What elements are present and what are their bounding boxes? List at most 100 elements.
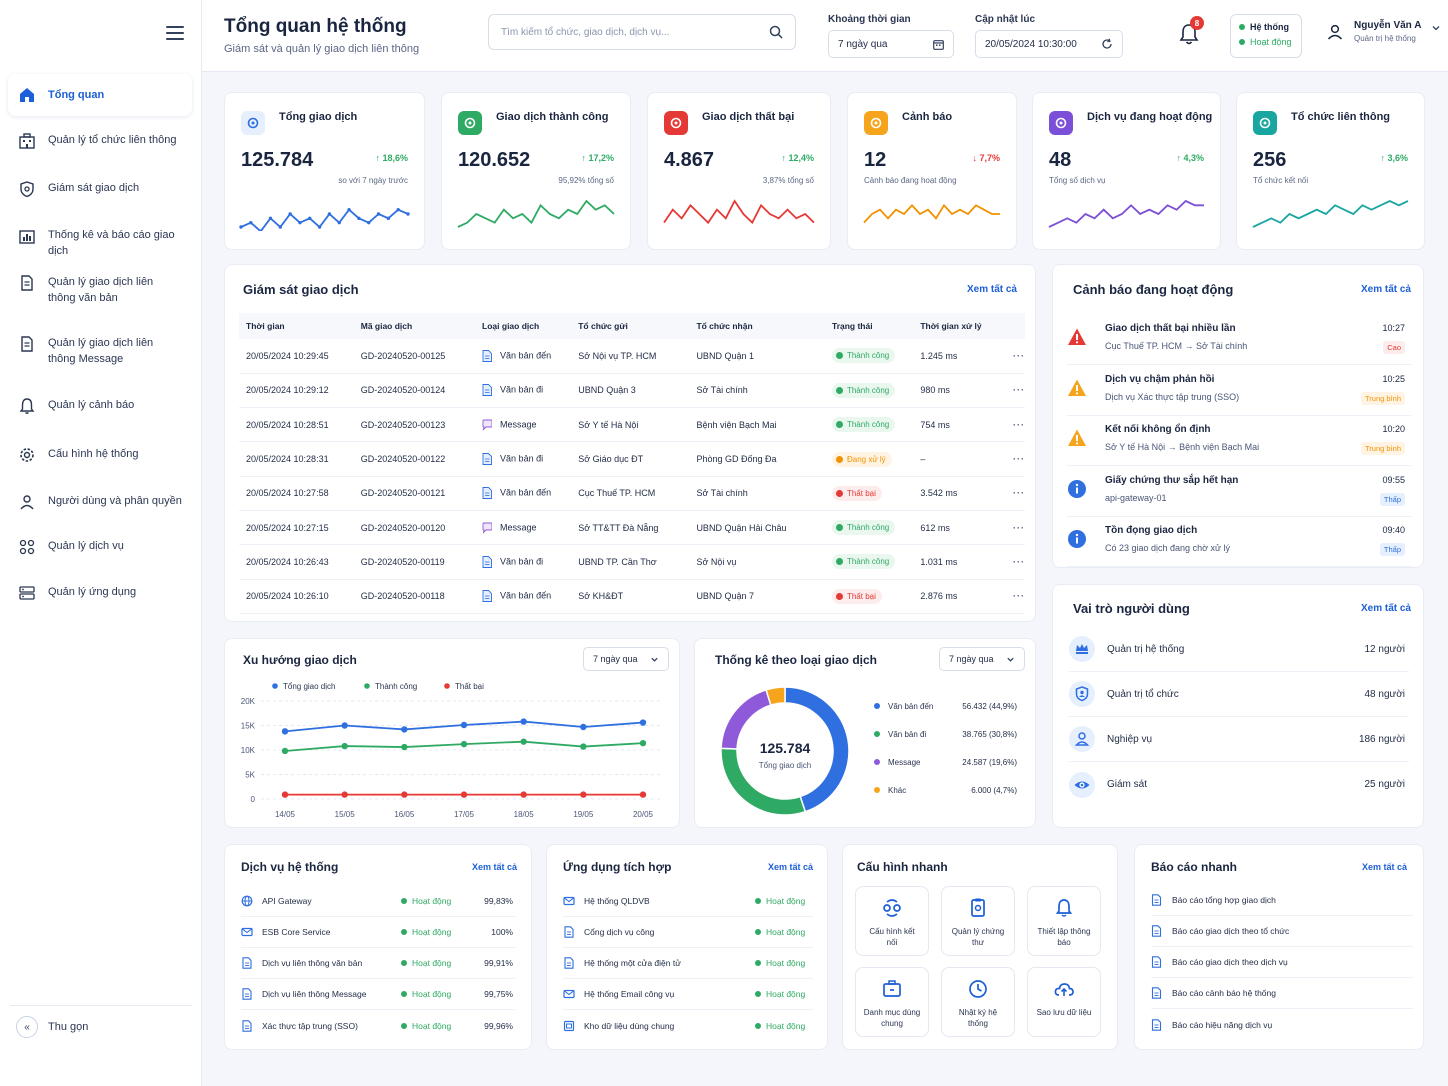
role-row[interactable]: Giám sát 25 người [1069,762,1409,807]
alert-item[interactable]: Dịch vụ chậm phản hồi Dịch vụ Xác thực tậ… [1067,366,1411,416]
alert-item[interactable]: Tồn đọng giao dịch Có 23 giao dịch đang c… [1067,517,1411,568]
refresh-icon[interactable] [1101,38,1113,50]
sidebar-item-8[interactable]: Người dùng và phân quyền [8,491,192,511]
kpi-card-4[interactable]: Dịch vụ đang hoạt động 48 ↑ 4,3% Tổng số dị… [1032,92,1221,250]
roles-see-all-link[interactable]: Xem tất cả [1360,603,1411,614]
data-point[interactable] [520,791,527,798]
types-range-select[interactable]: 7 ngày qua [939,647,1025,671]
role-row[interactable]: Nghiệp vụ 186 người [1069,717,1409,762]
data-point[interactable] [460,791,468,798]
more-actions-icon[interactable]: ··· [1013,419,1025,430]
data-point[interactable] [460,721,468,729]
table-row[interactable]: 20/05/2024 10:29:12 GD-20240520-00124 Văn … [239,373,1025,409]
data-point[interactable] [639,719,647,726]
app-row[interactable]: Cổng dịch vụ công Hoạt động [563,917,813,948]
more-actions-icon[interactable]: ··· [1013,385,1025,396]
donut-slice[interactable] [720,747,807,816]
kpi-card-1[interactable]: Giao dịch thành công 120.652 ↑ 17,2% 95,92%… [441,92,631,250]
quick-config-button[interactable]: Cấu hình kết nối [855,886,929,956]
quick-config-button[interactable]: Danh mục dùng chung [855,967,929,1037]
alert-item[interactable]: Giấy chứng thư sắp hết hạn api-gateway-01… [1067,467,1411,517]
alerts-see-all-link[interactable]: Xem tất cả [1360,284,1411,295]
data-point[interactable] [341,722,348,729]
table-row[interactable]: 20/05/2024 10:27:15 GD-20240520-00120 Mess… [239,510,1025,546]
app-row[interactable]: Hệ thống QLDVB Hoạt động [563,886,813,917]
table-row[interactable]: 20/05/2024 10:26:10 GD-20240520-00118 Văn … [239,579,1025,614]
service-row[interactable]: ESB Core Service Hoạt động 100% [241,917,515,948]
app-row[interactable]: Kho dữ liệu dùng chung Hoạt động [563,1010,813,1041]
menu-toggle-icon[interactable] [166,26,184,40]
report-link[interactable]: Báo cáo giao dịch theo dịch vụ [1151,947,1413,978]
service-row[interactable]: Dịch vụ liên thông Message Hoạt động 99,75… [241,979,515,1010]
app-row[interactable]: Hệ thống Email công vụ Hoạt động [563,979,813,1010]
data-point[interactable] [401,726,408,733]
sidebar-item-5[interactable]: Quản lý giao dịch liên thông Message [8,333,192,367]
search-icon[interactable] [769,25,783,39]
collapse-button[interactable]: « Thu gọn [16,1016,88,1038]
app-row[interactable]: Hệ thống một cửa điện tử Hoạt động [563,948,813,979]
role-row[interactable]: Quản trị hệ thống 12 người [1069,627,1409,672]
report-link[interactable]: Báo cáo giao dịch theo tổ chức [1151,916,1413,947]
sidebar-item-6[interactable]: Quản lý cảnh báo [8,395,192,415]
data-point[interactable] [639,739,647,747]
service-row[interactable]: Xác thực tập trung (SSO) Hoạt động 99,96% [241,1010,515,1041]
data-point[interactable] [281,728,289,735]
data-point[interactable] [580,743,587,750]
system-status[interactable]: Hệ thống Hoạt động [1230,14,1302,58]
table-row[interactable]: 20/05/2024 10:29:45 GD-20240520-00125 Văn … [239,339,1025,374]
alert-item[interactable]: Kết nối không ổn định Sở Y tế Hà Nội → Bệ… [1067,416,1411,467]
more-actions-icon[interactable]: ··· [1013,454,1025,465]
quick-config-button[interactable]: Sao lưu dữ liệu [1027,967,1101,1037]
data-point[interactable] [341,742,348,750]
sidebar-item-0[interactable]: Tổng quan [8,74,192,116]
kpi-card-0[interactable]: Tổng giao dịch 125.784 ↑ 18,6% so với 7 ngà… [224,92,425,250]
data-point[interactable] [281,791,289,798]
sidebar-item-9[interactable]: Quản lý dịch vụ [8,536,192,556]
report-link[interactable]: Báo cáo hiệu năng dịch vụ [1151,1009,1413,1040]
kpi-card-2[interactable]: Giao dịch thất bại 4.867 ↑ 12,4% 3,87% tổng… [647,92,831,250]
role-row[interactable]: Quản trị tổ chức 48 người [1069,672,1409,717]
kpi-card-3[interactable]: Cảnh báo 12 ↓ 7,7% Cảnh báo đang hoạt động [847,92,1017,250]
table-row[interactable]: 20/05/2024 10:26:43 GD-20240520-00119 Văn … [239,544,1025,580]
more-actions-icon[interactable]: ··· [1013,488,1025,499]
sidebar-item-1[interactable]: Quản lý tổ chức liên thông [8,130,192,150]
search-input[interactable]: Tìm kiếm tổ chức, giao dịch, dịch vụ... [488,14,796,50]
data-point[interactable] [580,791,587,798]
user-menu[interactable]: Nguyễn Văn A Quản trị hệ thống [1326,20,1441,43]
quick-config-button[interactable]: Nhật ký hệ thống [941,967,1015,1037]
time-range-select[interactable]: 7 ngày qua [828,30,954,58]
more-actions-icon[interactable]: ··· [1013,522,1025,533]
data-point[interactable] [520,718,527,725]
monitor-see-all-link[interactable]: Xem tất cả [966,284,1017,295]
quick-config-button[interactable]: Thiết lập thông báo [1027,886,1101,956]
data-point[interactable] [580,723,587,731]
table-row[interactable]: 20/05/2024 10:28:31 GD-20240520-00122 Văn … [239,441,1025,477]
apps-see-all-link[interactable]: Xem tất cả [767,862,813,872]
data-point[interactable] [401,791,408,798]
alert-item[interactable]: Giao dịch thất bại nhiều lần Cục Thuế TP.… [1067,315,1411,365]
service-row[interactable]: Dịch vụ liên thông văn bản Hoạt động 99,91… [241,948,515,979]
data-point[interactable] [281,747,289,755]
sidebar-item-2[interactable]: Giám sát giao dịch [8,178,192,198]
report-link[interactable]: Báo cáo cảnh báo hệ thống [1151,978,1413,1009]
sidebar-item-7[interactable]: Cấu hình hệ thống [8,444,192,464]
data-point[interactable] [401,743,408,751]
services-see-all-link[interactable]: Xem tất cả [471,862,517,872]
data-point[interactable] [341,791,348,798]
reports-see-all-link[interactable]: Xem tất cả [1361,862,1407,872]
data-point[interactable] [639,791,647,798]
sidebar-item-4[interactable]: Quản lý giao dịch liên thông văn bản [8,272,192,306]
kpi-card-5[interactable]: Tổ chức liên thông 256 ↑ 3,6% Tổ chức kết n… [1236,92,1425,250]
more-actions-icon[interactable]: ··· [1013,556,1025,567]
report-link[interactable]: Báo cáo tổng hợp giao dịch [1151,885,1413,916]
sidebar-item-10[interactable]: Quản lý ứng dụng [8,582,192,602]
trend-range-select[interactable]: 7 ngày qua [583,647,669,671]
data-point[interactable] [460,740,468,748]
more-actions-icon[interactable]: ··· [1013,350,1025,361]
data-point[interactable] [520,738,527,745]
donut-slice[interactable] [765,686,786,707]
quick-config-button[interactable]: Quản lý chứng thư [941,886,1015,956]
more-actions-icon[interactable]: ··· [1013,591,1025,602]
service-row[interactable]: API Gateway Hoạt động 99,83% [241,886,515,917]
table-row[interactable]: 20/05/2024 10:27:58 GD-20240520-00121 Văn … [239,476,1025,511]
